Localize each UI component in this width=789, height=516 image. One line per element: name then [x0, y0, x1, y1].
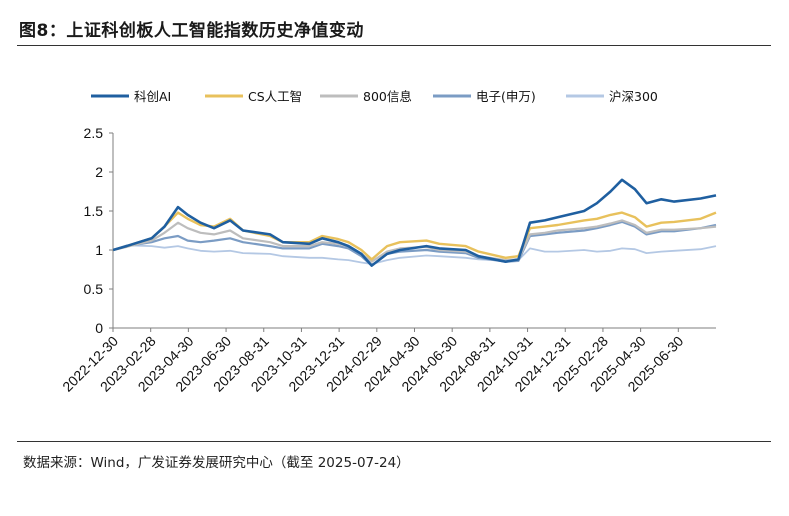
legend-label: 科创AI	[134, 89, 171, 104]
chart-legend: 科创AI CS人工智 800信息 电子(申万) 沪深300	[91, 89, 658, 104]
top-divider	[17, 45, 771, 46]
y-tick-label: 2	[95, 164, 103, 180]
series-line-5	[112, 244, 717, 265]
legend-label: 800信息	[363, 89, 412, 104]
y-tick-label: 2.5	[84, 125, 104, 141]
y-axis: 0 0.5 1 1.5 2 2.5	[84, 125, 114, 336]
figure-title: 图8：上证科创板人工智能指数历史净值变动	[19, 21, 364, 41]
y-tick-label: 1	[95, 242, 103, 258]
source-note: 数据来源：Wind，广发证券发展研究中心（截至 2025-07-24）	[23, 455, 410, 471]
series-line-4	[112, 220, 717, 267]
bottom-divider	[17, 441, 771, 442]
line-chart: 科创AI CS人工智 800信息 电子(申万) 沪深300 0 0.5 1 1.5 2 2.5 2…	[59, 89, 717, 395]
series-line-2	[112, 211, 717, 261]
y-tick-label: 0.5	[84, 281, 104, 297]
legend-label: 电子(申万)	[476, 89, 536, 104]
x-axis: 2022-12-302023-02-282023-04-302023-06-30…	[59, 327, 716, 395]
plot-area	[112, 178, 717, 267]
legend-label: 沪深300	[609, 89, 658, 104]
series-line-1	[112, 178, 717, 267]
y-tick-label: 0	[95, 320, 103, 336]
legend-label: CS人工智	[248, 89, 302, 104]
y-tick-label: 1.5	[84, 203, 104, 219]
series-line-3	[112, 219, 717, 263]
